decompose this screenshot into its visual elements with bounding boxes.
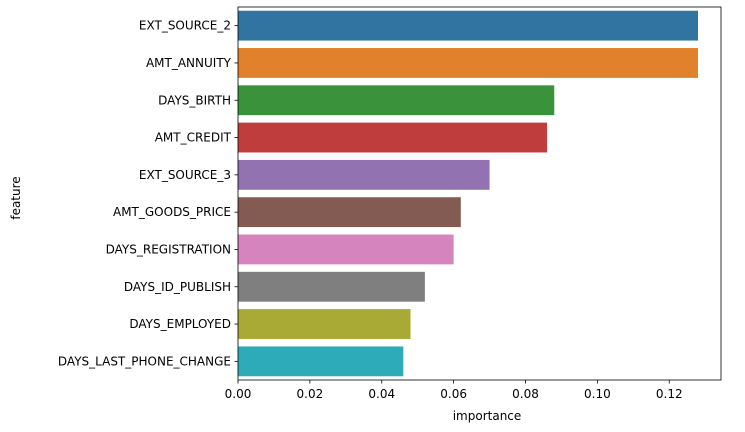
y-tick-label: DAYS_BIRTH <box>158 93 231 107</box>
x-axis-label: importance <box>453 409 522 423</box>
bar-days-employed <box>238 309 411 339</box>
y-tick-label: AMT_GOODS_PRICE <box>113 205 231 219</box>
y-tick-group: EXT_SOURCE_2 AMT_ANNUITY DAYS_BIRTH AMT_CRE… <box>58 19 238 368</box>
y-tick-label: AMT_ANNUITY <box>146 56 232 70</box>
bar-days-registration <box>238 234 454 265</box>
bar-amt-annuity <box>238 48 698 78</box>
bar-days-last-phone-change <box>238 346 404 377</box>
y-tick-label: DAYS_REGISTRATION <box>106 242 231 256</box>
x-tick-label: 0.00 <box>225 387 252 401</box>
bar-amt-goods-price <box>238 197 461 228</box>
plot-frame <box>237 6 722 381</box>
y-tick-label: DAYS_LAST_PHONE_CHANGE <box>58 354 231 368</box>
x-tick-label: 0.10 <box>584 387 611 401</box>
bar-amt-credit <box>238 122 548 153</box>
y-tick-label: EXT_SOURCE_2 <box>139 19 231 33</box>
y-tick-label: AMT_CREDIT <box>155 131 232 145</box>
y-tick-label: DAYS_ID_PUBLISH <box>124 280 231 294</box>
y-axis-label: feature <box>9 176 23 219</box>
x-tick-label: 0.02 <box>297 387 324 401</box>
x-tick-label: 0.12 <box>656 387 683 401</box>
bar-days-birth <box>238 85 555 116</box>
bars-group <box>238 10 698 377</box>
y-tick-label: EXT_SOURCE_3 <box>139 168 231 182</box>
plot-border <box>237 6 722 381</box>
x-tick-label: 0.06 <box>440 387 467 401</box>
x-tick-group: 0.00 0.02 0.04 0.06 0.08 0.10 0.12 <box>225 380 683 401</box>
bar-ext-source-3 <box>238 159 490 190</box>
x-tick-label: 0.04 <box>368 387 395 401</box>
y-tick-label: DAYS_EMPLOYED <box>129 317 231 331</box>
bar-ext-source-2 <box>238 10 698 41</box>
x-tick-label: 0.08 <box>512 387 539 401</box>
bar-days-id-publish <box>238 271 425 302</box>
